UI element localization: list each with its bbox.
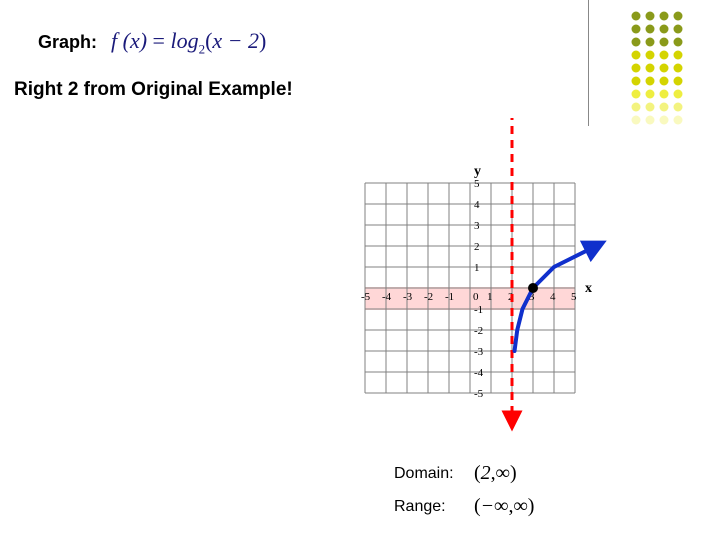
range-row: Range: (−∞,∞) <box>394 495 534 518</box>
range-value: (−∞,∞) <box>474 495 534 518</box>
svg-text:-1: -1 <box>445 291 454 303</box>
formula-paren-r: ) <box>259 28 266 53</box>
svg-text:2: 2 <box>474 241 480 253</box>
shift-description: Right 2 from Original Example! <box>14 79 700 101</box>
formula-fn: log2 <box>170 28 205 53</box>
svg-text:1: 1 <box>474 262 480 274</box>
range-label: Range: <box>394 498 460 516</box>
domain-label: Domain: <box>394 465 460 483</box>
graph-label: Graph: <box>38 32 97 53</box>
function-formula: f (x) = log2(x − 2) <box>111 28 266 57</box>
svg-text:-3: -3 <box>474 346 484 358</box>
svg-text:x: x <box>585 281 592 296</box>
svg-text:-4: -4 <box>382 291 392 303</box>
domain-row: Domain: (2,∞) <box>394 462 534 485</box>
svg-text:5: 5 <box>474 178 480 190</box>
svg-text:-2: -2 <box>424 291 433 303</box>
svg-text:y: y <box>474 164 481 179</box>
svg-text:-2: -2 <box>474 325 483 337</box>
domain-range-block: Domain: (2,∞) Range: (−∞,∞) <box>394 462 534 528</box>
svg-text:-5: -5 <box>474 388 484 400</box>
svg-text:-4: -4 <box>474 367 484 379</box>
svg-text:4: 4 <box>550 291 556 303</box>
formula-eq: = <box>153 28 165 53</box>
svg-text:5: 5 <box>571 291 577 303</box>
log-chart: -5-4-3-2-1012345-5-4-3-2-112345yx <box>325 118 665 448</box>
svg-text:0: 0 <box>473 291 479 303</box>
vertical-divider <box>588 0 589 126</box>
domain-value: (2,∞) <box>474 462 517 485</box>
graph-row: Graph: f (x) = log2(x − 2) <box>38 28 700 57</box>
svg-text:-1: -1 <box>474 304 483 316</box>
svg-text:-3: -3 <box>403 291 413 303</box>
decorative-dots <box>626 6 706 136</box>
svg-text:1: 1 <box>487 291 493 303</box>
svg-text:3: 3 <box>474 220 480 232</box>
chart-svg: -5-4-3-2-1012345-5-4-3-2-112345yx <box>325 118 665 448</box>
formula-arg: x − 2 <box>212 28 259 53</box>
svg-text:4: 4 <box>474 199 480 211</box>
formula-lhs: f (x) <box>111 28 147 53</box>
svg-text:-5: -5 <box>361 291 371 303</box>
